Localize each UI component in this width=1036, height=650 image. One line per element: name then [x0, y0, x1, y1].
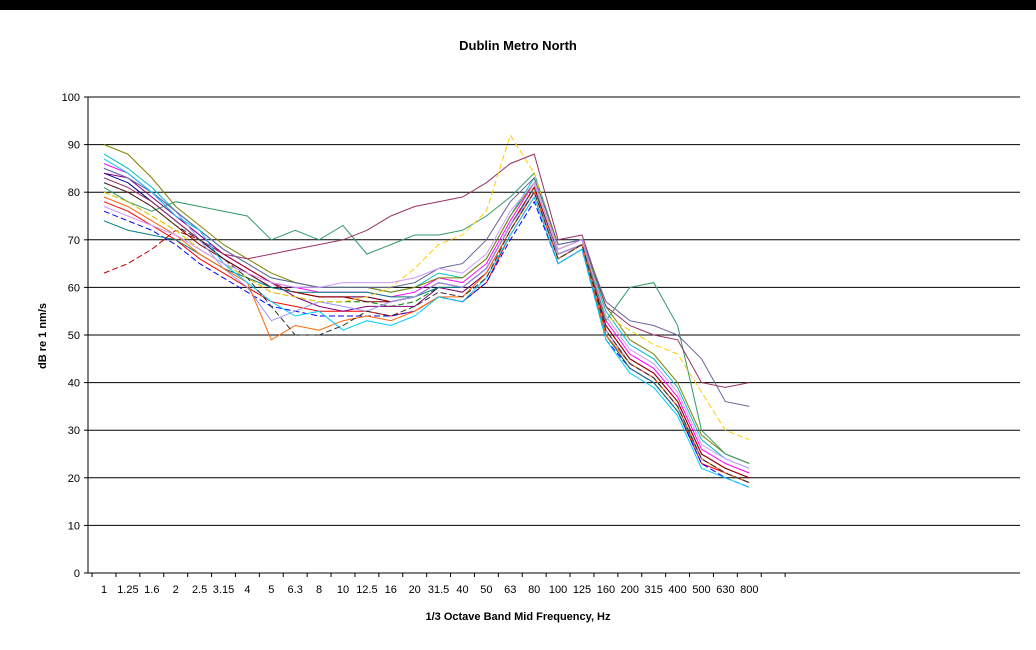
- x-tick-label: 100: [549, 584, 567, 596]
- y-tick-label: 60: [68, 282, 80, 294]
- y-tick-label: 100: [62, 92, 80, 104]
- series-line: [103, 153, 750, 388]
- y-tick-label: 90: [68, 140, 80, 152]
- x-tick-label: 1.25: [117, 584, 138, 596]
- series-line: [103, 133, 750, 441]
- series-line: [103, 172, 750, 484]
- series-lines: [103, 133, 750, 488]
- x-tick-label: 6.3: [288, 584, 303, 596]
- x-tick-label: 3.15: [213, 584, 234, 596]
- series-line: [103, 181, 750, 469]
- series-line: [103, 163, 750, 474]
- x-tick-label: 10: [337, 584, 349, 596]
- x-tick-label: 500: [692, 584, 710, 596]
- y-tick-label: 30: [68, 425, 80, 437]
- y-tick-label: 20: [68, 473, 80, 485]
- x-tick-label: 4: [244, 584, 250, 596]
- series-line: [103, 153, 750, 469]
- series-line: [103, 172, 750, 464]
- y-tick-label: 70: [68, 235, 80, 247]
- chart-title: Dublin Metro North: [459, 38, 577, 53]
- x-tick-label: 2: [173, 584, 179, 596]
- x-tick-label: 8: [316, 584, 322, 596]
- series-line: [103, 182, 750, 484]
- x-tick-label: 630: [716, 584, 734, 596]
- y-tick-label: 80: [68, 187, 80, 199]
- x-tick-label: 20: [409, 584, 421, 596]
- y-tick-label: 10: [68, 520, 80, 532]
- series-line: [103, 191, 750, 484]
- y-tick-label: 0: [74, 568, 80, 580]
- x-tick-label: 125: [573, 584, 591, 596]
- x-tick-label: 31.5: [428, 584, 449, 596]
- x-tick-label: 40: [456, 584, 468, 596]
- x-tick-label: 50: [480, 584, 492, 596]
- x-tick-label: 1: [101, 584, 107, 596]
- series-line: [103, 144, 750, 464]
- x-tick-label: 800: [740, 584, 758, 596]
- series-line: [103, 200, 750, 488]
- x-tick-label: 80: [528, 584, 540, 596]
- series-line: [103, 158, 750, 488]
- series-line: [103, 167, 750, 407]
- x-tick-label: 160: [597, 584, 615, 596]
- x-tick-labels: 1 1.25 1.6 2 2.5 3.15 4 5 6.3 8 10 12.5 16 20 31.5 40 50…: [101, 584, 759, 596]
- y-tick-labels: 0 10 20 30 40 50 60 70 80 90 100: [62, 92, 80, 580]
- x-tick-label: 5: [268, 584, 274, 596]
- x-axis-label: 1/3 Octave Band Mid Frequency, Hz: [425, 611, 611, 623]
- x-tick-label: 16: [385, 584, 397, 596]
- y-tick-label: 50: [68, 330, 80, 342]
- x-tick-label: 2.5: [192, 584, 207, 596]
- x-tick-label: 12.5: [356, 584, 377, 596]
- x-tick-label: 400: [668, 584, 686, 596]
- y-tick-label: 40: [68, 378, 80, 390]
- x-tick-label: 63: [504, 584, 516, 596]
- top-border-bar: [0, 0, 1036, 10]
- x-tick-label: 200: [621, 584, 639, 596]
- x-tick-label: 1.6: [144, 584, 159, 596]
- x-tick-label: 315: [645, 584, 663, 596]
- axes: [84, 96, 1020, 577]
- gridlines: [88, 96, 1020, 526]
